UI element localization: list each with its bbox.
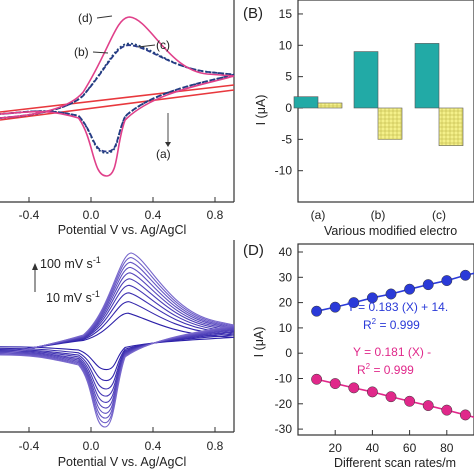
label-d-leader bbox=[96, 15, 113, 19]
panel-b-y-axis-label: I (μA) bbox=[254, 95, 268, 126]
data-point-blue bbox=[441, 275, 453, 287]
label-c: (c) bbox=[156, 38, 170, 52]
data-point-pink bbox=[311, 373, 323, 385]
cv-curve bbox=[0, 301, 235, 382]
cv-curve bbox=[0, 261, 235, 419]
panel-d-y-axis-label: I (μA) bbox=[252, 327, 266, 358]
fit-line bbox=[316, 378, 474, 418]
panel-a: -0.4 0.0 0.4 0.8 Potential V vs. Ag/AgCl… bbox=[0, 0, 235, 237]
cv-curve bbox=[0, 272, 235, 409]
data-point-blue bbox=[404, 283, 416, 295]
panel-b-y-tick-label: -10 bbox=[275, 164, 293, 178]
cv-curve bbox=[0, 292, 235, 390]
panel-b-frame bbox=[297, 0, 474, 203]
scan-rate-arrowhead bbox=[32, 263, 38, 270]
panel-b-y-tick-label: 0 bbox=[285, 101, 292, 115]
data-point-blue bbox=[311, 305, 323, 317]
curve-c bbox=[0, 42, 235, 154]
panel-b-x-axis-label: Various modified electro bbox=[324, 224, 457, 238]
label-c-leader bbox=[137, 44, 156, 48]
curve-a-lower bbox=[0, 89, 235, 121]
data-point-pink bbox=[385, 391, 397, 403]
annotation-100-mv: 100 mV s-1 bbox=[40, 255, 101, 271]
panel-a-tick-label: 0.4 bbox=[145, 208, 162, 222]
panel-c-tick-label: 0.4 bbox=[145, 439, 162, 453]
panel-d-label: (D) bbox=[243, 242, 264, 259]
data-point-blue bbox=[459, 269, 471, 281]
label-b-leader bbox=[92, 51, 109, 54]
panel-c-tick-label: 0.0 bbox=[83, 439, 100, 453]
panel-b-bar bbox=[317, 102, 343, 109]
data-point-blue bbox=[366, 292, 378, 304]
panel-d-y-tick-label: 10 bbox=[279, 321, 293, 335]
cv-curve bbox=[0, 266, 235, 414]
panel-d-y-tick-label: 30 bbox=[279, 270, 293, 284]
label-a: (a) bbox=[156, 147, 171, 161]
label-a-arrowhead bbox=[165, 142, 171, 147]
panel-b-category-label: (a) bbox=[311, 208, 326, 222]
panel-d: (D) 40 30 20 10 0 -10 -20 -30 20 40 60 80 I (μA) D… bbox=[243, 242, 474, 470]
data-point-pink bbox=[404, 395, 416, 407]
panel-d-y-tick-label: 20 bbox=[279, 296, 293, 310]
panel-d-x-axis-label: Different scan rates/m bbox=[334, 456, 456, 470]
panel-d-y-tick-label: 40 bbox=[279, 245, 293, 259]
panel-b: (B) 15 10 5 0 -5 -10 I (μA) (a) (b) (c) Vario… bbox=[243, 0, 474, 238]
panel-b-bar bbox=[293, 96, 319, 109]
data-point-pink bbox=[422, 400, 434, 412]
panel-c-tick-label: 0.8 bbox=[207, 439, 224, 453]
panel-d-x-tick-label: 60 bbox=[403, 441, 417, 455]
panel-c: -0.4 0.0 0.4 0.8 Potential V vs. Ag/AgCl… bbox=[0, 240, 235, 469]
panel-c-x-axis-label: Potential V vs. Ag/AgCl bbox=[58, 455, 187, 469]
curve-a-upper bbox=[0, 84, 235, 113]
panel-b-y-tick-label: 5 bbox=[285, 70, 292, 84]
panel-d-y-tick-label: 0 bbox=[285, 346, 292, 360]
label-d: (d) bbox=[78, 11, 93, 25]
data-point-blue bbox=[422, 279, 434, 291]
cv-curve bbox=[0, 312, 235, 371]
fit-equation-blue: Y = 0.183 (X) + 14. bbox=[347, 300, 448, 314]
data-point-pink bbox=[441, 404, 453, 416]
curve-d bbox=[0, 16, 235, 177]
annotation-10-mv: 10 mV s-1 bbox=[46, 289, 100, 305]
cv-curve bbox=[0, 252, 235, 428]
r-squared-pink: R2 = 0.999 bbox=[357, 362, 414, 377]
panel-b-y-tick-label: -5 bbox=[281, 132, 292, 146]
data-point-blue bbox=[348, 297, 360, 309]
panel-a-x-axis-label: Potential V vs. Ag/AgCl bbox=[58, 223, 187, 237]
data-point-blue bbox=[385, 288, 397, 300]
panel-d-y-tick-label: -20 bbox=[275, 397, 293, 411]
panel-b-category-label: (b) bbox=[371, 208, 386, 222]
panel-a-tick-label: 0.0 bbox=[83, 208, 100, 222]
panel-d-y-tick-label: -30 bbox=[275, 422, 293, 436]
data-point-pink bbox=[329, 378, 341, 390]
panel-d-x-tick-label: 80 bbox=[440, 441, 454, 455]
panel-b-label: (B) bbox=[243, 5, 263, 22]
panel-d-y-tick-label: -10 bbox=[275, 372, 293, 386]
panel-b-bar bbox=[377, 107, 403, 140]
data-point-pink bbox=[348, 382, 360, 394]
panel-c-tick-label: -0.4 bbox=[19, 439, 40, 453]
panel-d-x-tick-label: 40 bbox=[366, 441, 380, 455]
panel-b-category-label: (c) bbox=[432, 208, 446, 222]
panel-b-y-tick-label: 15 bbox=[279, 7, 293, 21]
data-point-pink bbox=[459, 409, 471, 421]
panel-a-tick-label: 0.8 bbox=[207, 208, 224, 222]
data-point-blue bbox=[329, 301, 341, 313]
label-b: (b) bbox=[74, 45, 89, 59]
panel-b-y-tick-label: 10 bbox=[279, 38, 293, 52]
panel-d-x-tick-label: 20 bbox=[329, 441, 343, 455]
panel-d-frame bbox=[297, 243, 474, 436]
panel-b-bar bbox=[414, 43, 440, 109]
fit-equation-pink: Y = 0.181 (X) - bbox=[353, 345, 431, 359]
r-squared-blue: R2 = 0.999 bbox=[363, 317, 420, 332]
fit-line bbox=[316, 272, 474, 312]
panel-b-bar bbox=[353, 51, 379, 109]
cv-curve bbox=[0, 284, 235, 397]
data-point-pink bbox=[366, 386, 378, 398]
panel-a-tick-label: -0.4 bbox=[19, 208, 40, 222]
